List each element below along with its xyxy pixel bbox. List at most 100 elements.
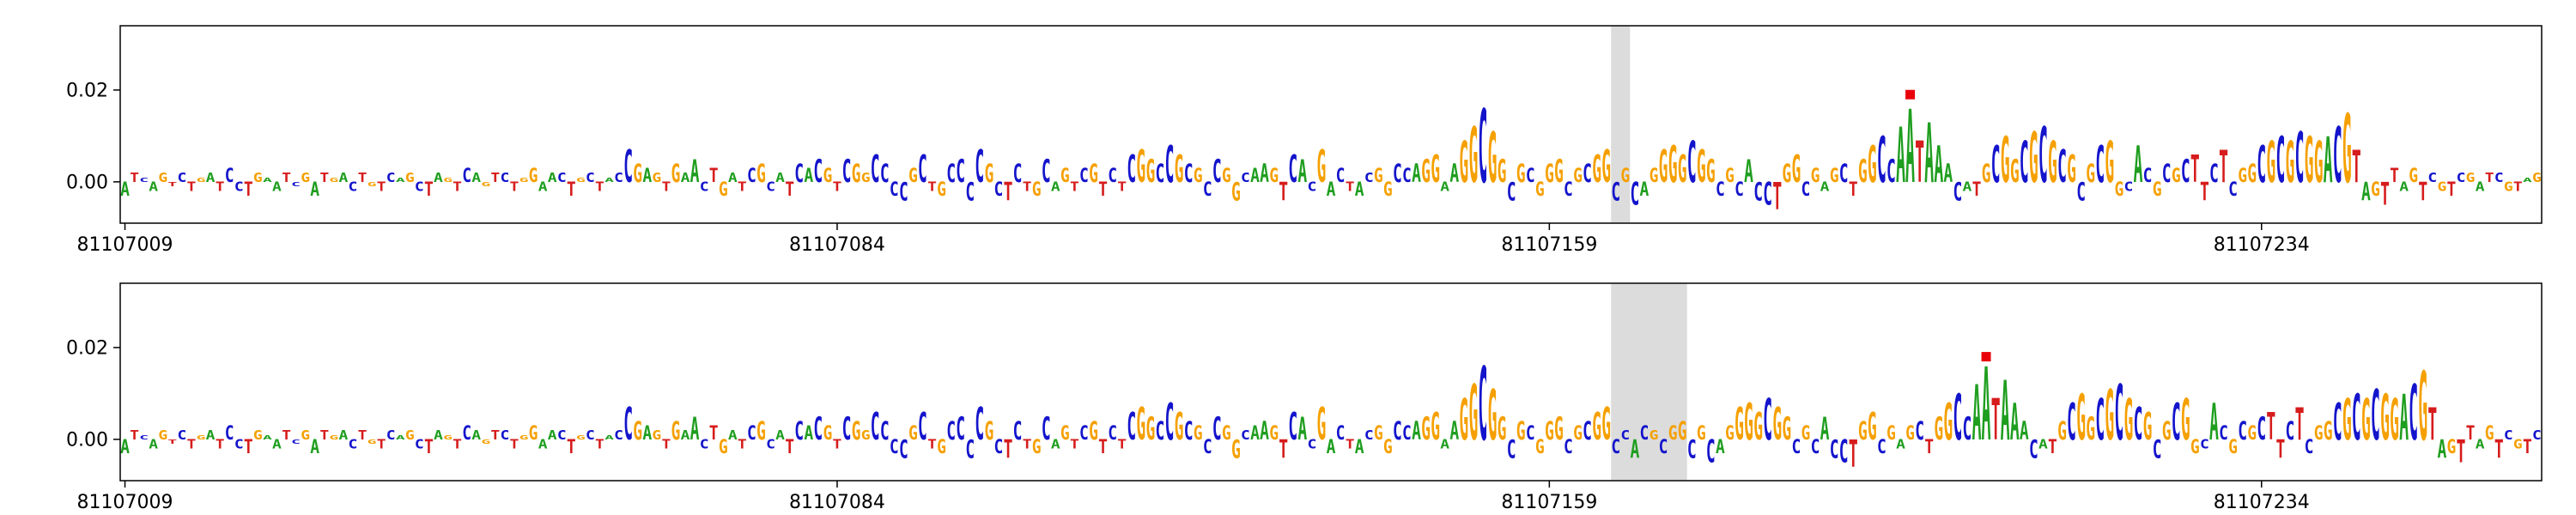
logo-letter-C: C [1687, 434, 1697, 464]
logo-letter-C: C [1241, 427, 1250, 442]
y-tick-label: 0.00 [66, 172, 108, 193]
logo-letter-C: C [1839, 433, 1849, 470]
logo-letter-A: A [1250, 164, 1260, 186]
logo-letter-C: C [2095, 136, 2105, 195]
logo-letter-G: G [823, 164, 832, 186]
logo-letter-C: C [349, 179, 358, 194]
logo-letter-G: G [1468, 369, 1478, 457]
logo-letter-A: A [1412, 415, 1421, 445]
logo-letter-G: G [1725, 164, 1735, 186]
logo-letter-T: T [453, 179, 462, 194]
logo-letter-C: C [139, 433, 149, 441]
logo-letter-T: T [2390, 164, 2399, 186]
logo-letter-A: A [434, 170, 443, 185]
logo-letter-C: C [1830, 434, 1839, 464]
logo-letter-T: T [377, 179, 386, 194]
logo-letter-G: G [1545, 158, 1554, 188]
logo-letter-T: T [2380, 175, 2390, 212]
logo-letter-C: C [2352, 380, 2361, 455]
logo-letter-G: G [481, 439, 490, 446]
logo-letter-T: T [510, 437, 519, 451]
logo-letter-A: A [642, 421, 652, 444]
logo-letter-C: C [890, 435, 899, 457]
logo-letter-A: A [804, 421, 813, 444]
logo-letter-G: G [2105, 130, 2114, 196]
logo-letter-G: G [1535, 178, 1545, 200]
logo-letter-T: T [1972, 178, 1982, 200]
logo-letter-A: A [471, 427, 481, 442]
logo-letter-C: C [614, 170, 623, 185]
logo-letter-A: A [1924, 106, 1934, 202]
logo-letter-T: T [2418, 177, 2427, 207]
logo-letter-C: C [1991, 136, 2001, 195]
logo-letter-C: C [1203, 178, 1212, 200]
logo-letter-G: G [1782, 158, 1791, 188]
logo-letter-T: T [2485, 170, 2494, 185]
logo-letter-A: A [1327, 435, 1336, 457]
logo-letter-G: G [1421, 153, 1431, 190]
logo-letter-G: G [1194, 164, 1203, 186]
logo-letter-G: G [1175, 147, 1184, 191]
logo-letter-G: G [2247, 421, 2257, 444]
logo-letter-T: T [2200, 177, 2209, 207]
logo-letter-C: C [2038, 112, 2048, 200]
logo-letter-T: T [282, 170, 291, 185]
logo-letter-G: G [2143, 404, 2153, 448]
logo-letter-G: G [1374, 421, 1383, 444]
logo-letter-G: G [2342, 388, 2352, 453]
logo-letter-C: C [1307, 437, 1316, 451]
logo-letter-C: C [291, 439, 301, 446]
logo-letter-G: G [2114, 178, 2123, 200]
logo-letter-G: G [2314, 130, 2324, 196]
logo-letter-G: G [443, 433, 453, 441]
logo-letter-G: G [1136, 142, 1145, 193]
logo-letter-C: C [2124, 179, 2134, 194]
logo-letter-C: C [1706, 433, 1716, 470]
logo-letter-G: G [2247, 158, 2257, 188]
logo-letter-C: C [2532, 427, 2542, 442]
logo-letter-A: A [1716, 435, 1725, 457]
logo-letter-G: G [405, 170, 415, 185]
logo-letter-C: C [623, 142, 633, 193]
logo-letter-A: A [1297, 153, 1307, 190]
logo-letter-T: T [2494, 434, 2504, 464]
logo-letter-G: G [1194, 421, 1203, 444]
logo-letter-G: G [2238, 164, 2247, 186]
logo-letter-C: C [234, 437, 244, 451]
logo-letter-A: A [690, 410, 700, 447]
logo-letter-T: T [2447, 178, 2457, 200]
logo-letter-T: T [833, 179, 842, 194]
logo-letter-C: C [813, 153, 823, 190]
logo-letter-T: T [1346, 179, 1355, 194]
logo-letter-G: G [1697, 142, 1706, 193]
x-tick-label: 81107009 [77, 234, 173, 256]
logo-letter-A: A [2476, 179, 2485, 194]
x-tick-label: 81107159 [1501, 492, 1597, 513]
logo-letter-A: A [263, 433, 273, 441]
logo-letter-G: G [2029, 118, 2038, 198]
logo-letter-A: A [642, 164, 652, 186]
logo-letter-A: A [1355, 435, 1364, 457]
logo-letter-A: A [1051, 437, 1060, 451]
x-tick-label: 81107084 [789, 492, 885, 513]
logo-letter-A: A [338, 427, 348, 442]
logo-letter-C: C [1753, 177, 1763, 207]
logo-letter-G: G [1573, 421, 1583, 444]
logo-letter-C: C [386, 170, 396, 185]
logo-letter-G: G [852, 415, 861, 445]
logo-letter-C: C [1288, 404, 1297, 448]
logo-letter-T: T [661, 437, 671, 451]
logo-letter-G: G [2324, 415, 2333, 445]
logo-letter-C: C [623, 399, 633, 451]
logo-letter-C: C [386, 427, 396, 442]
logo-letter-C: C [2029, 434, 2038, 464]
logo-letter-T: T [130, 427, 139, 442]
logo-letter-T: T [833, 437, 842, 451]
logo-letter-C: C [1564, 435, 1573, 457]
logo-letter-G: G [1032, 178, 1042, 200]
logo-letter-A: A [2523, 176, 2533, 184]
logo-letter-G: G [1782, 410, 1791, 447]
logo-letter-C: C [1953, 380, 1962, 455]
logo-letter-T: T [1023, 179, 1032, 194]
